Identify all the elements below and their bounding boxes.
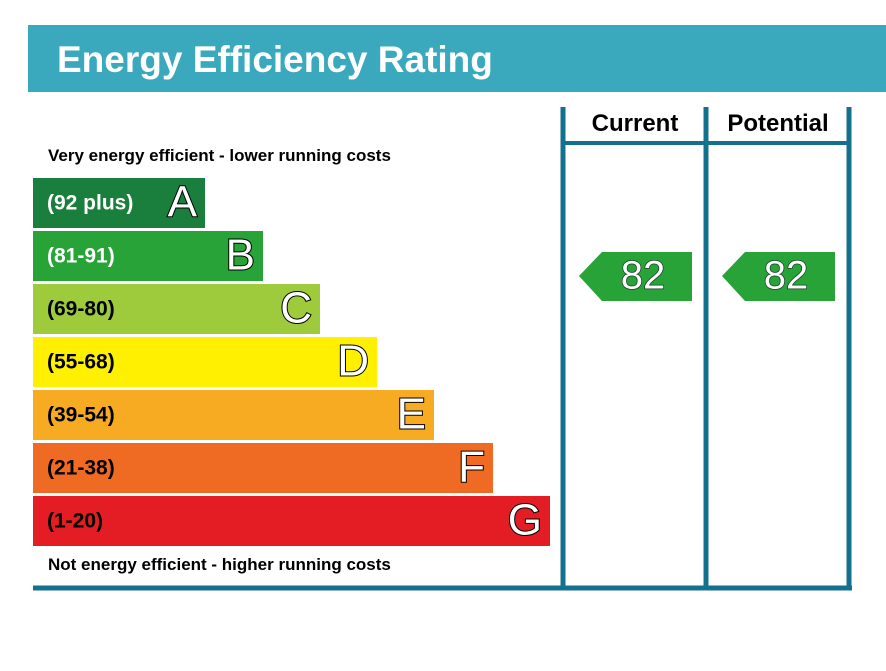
band-range: (1-20) [47, 510, 103, 533]
current-rating: 82 [621, 254, 666, 298]
band-range: (39-54) [47, 404, 115, 427]
band-letter: D [337, 337, 369, 386]
band-bar [33, 496, 550, 546]
bottom-note: Not energy efficient - higher running co… [48, 555, 391, 574]
band-range: (55-68) [47, 351, 115, 374]
band-range: (21-38) [47, 457, 115, 480]
top-note: Very energy efficient - lower running co… [48, 146, 391, 165]
band-range: (92 plus) [47, 192, 133, 215]
band-range: (81-91) [47, 245, 115, 268]
band-range: (69-80) [47, 298, 115, 321]
band-letter: F [458, 443, 485, 492]
band-letter: G [508, 496, 542, 545]
band-bar [33, 178, 205, 228]
current-arrow [579, 252, 692, 301]
title: Energy Efficiency Rating [57, 39, 493, 80]
band-letter: A [168, 178, 198, 227]
grid-frame [33, 107, 852, 591]
title-bar [28, 25, 886, 92]
column-header: Potential [727, 110, 828, 137]
potential-arrow [722, 252, 835, 301]
band-bar [33, 284, 320, 334]
band-bar [33, 337, 377, 387]
band-letter: B [226, 231, 255, 280]
band-letter: C [280, 284, 312, 333]
potential-rating: 82 [764, 254, 809, 298]
band-bar [33, 231, 263, 281]
column-header: Current [592, 110, 679, 137]
band-bar [33, 443, 493, 493]
band-bar [33, 390, 434, 440]
band-letter: E [397, 390, 426, 439]
